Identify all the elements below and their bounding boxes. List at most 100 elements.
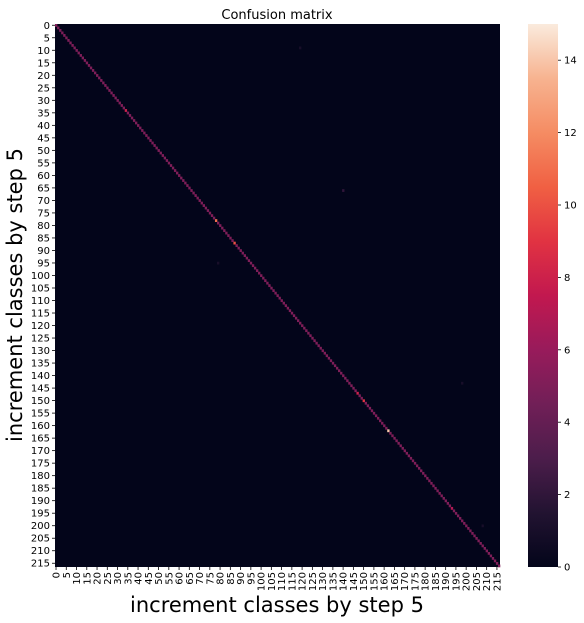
y-tick-label: 45 [37, 133, 50, 144]
diagonal-cell [471, 531, 474, 535]
diagonal-cell [442, 496, 445, 500]
diagonal-cell [397, 441, 400, 445]
diagonal-cell [262, 276, 265, 280]
diagonal-cell [389, 431, 392, 435]
diagonal-cell [268, 284, 271, 288]
heatmap-cells [55, 24, 501, 568]
diagonal-cell [387, 429, 390, 433]
diagonal-cell [403, 449, 406, 453]
y-tick-label: 10 [37, 46, 50, 57]
x-tick-label: 55 [164, 572, 175, 585]
diagonal-cell [247, 259, 251, 263]
diagonal-cell [184, 181, 187, 185]
colorbar-ticks: 0 2 4 6 8 10 12 14 [558, 56, 577, 574]
diagonal-cell [200, 201, 203, 205]
colorbar-tick-label: 14 [564, 56, 577, 67]
diagonal-cell [116, 99, 119, 102]
x-tick-label: 80 [216, 572, 227, 585]
diagonal-cell [454, 511, 458, 515]
heatmap [55, 24, 501, 568]
diagonal-cell [479, 541, 482, 545]
diagonal-cell [333, 364, 337, 368]
diagonal-cell [483, 546, 486, 550]
x-tick-label: 125 [308, 572, 319, 591]
diagonal-cell [253, 266, 257, 270]
diagonal-cell [124, 109, 128, 112]
x-tick-label: 65 [185, 572, 196, 585]
diagonal-cell [98, 76, 101, 80]
diagonal-cell [208, 211, 212, 215]
diagonal-cell [134, 121, 138, 125]
diagonal-cell [149, 139, 152, 142]
diagonal-cell [188, 186, 191, 190]
diagonal-cell [491, 556, 495, 560]
diagonal-cell [130, 116, 134, 120]
diagonal-cell [175, 171, 179, 175]
y-tick-label: 35 [37, 108, 50, 119]
diagonal-cell [243, 254, 247, 258]
diagonal-cell [319, 346, 322, 350]
diagonal-cell [93, 71, 97, 75]
diagonal-cell [272, 289, 275, 293]
diagonal-cell [57, 26, 60, 30]
y-tick-label: 20 [37, 71, 50, 82]
diagonal-cell [346, 379, 349, 383]
diagonal-cell [258, 271, 261, 275]
x-tick-label: 120 [298, 572, 309, 591]
x-tick-label: 200 [462, 572, 473, 591]
y-tick-label: 100 [31, 271, 50, 282]
diagonal-cell [438, 491, 441, 495]
y-tick-label: 180 [31, 471, 50, 482]
diagonal-cell [67, 39, 70, 42]
diagonal-cell [190, 189, 193, 192]
diagonal-cell [85, 61, 89, 65]
diagonal-cell [178, 174, 181, 177]
diagonal-cell [424, 474, 427, 478]
x-tick-label: 170 [400, 572, 411, 591]
diagonal-cell [448, 504, 452, 508]
y-tick-label: 30 [37, 96, 50, 107]
diagonal-cell [385, 426, 388, 430]
diagonal-cell [71, 44, 74, 47]
x-tick-label: 60 [175, 572, 186, 585]
diagonal-cell [381, 421, 384, 425]
x-tick-label: 115 [287, 572, 298, 591]
diagonal-cell [147, 136, 150, 140]
diagonal-cell [329, 359, 333, 363]
y-tick-label: 25 [37, 83, 50, 94]
y-tick-label: 165 [31, 434, 50, 445]
colorbar-gradient [528, 24, 558, 567]
colorbar-tick-label: 10 [564, 201, 577, 212]
diagonal-cell [444, 499, 447, 503]
diagonal-cell [212, 216, 216, 220]
diagonal-cell [335, 366, 339, 370]
y-tick-label: 135 [31, 359, 50, 370]
y-tick-label: 50 [37, 146, 50, 157]
y-tick-label: 210 [31, 546, 50, 557]
diagonal-cell [475, 536, 478, 540]
diagonal-cell [173, 169, 177, 172]
diagonal-cell [309, 334, 312, 338]
y-axis-label: increment classes by step 5 [3, 148, 27, 442]
diagonal-cell [233, 241, 236, 245]
off-diagonal-cell [481, 524, 484, 528]
diagonal-cell [301, 324, 304, 328]
diagonal-cell [434, 486, 437, 490]
diagonal-cell [102, 81, 105, 85]
diagonal-cell [219, 224, 222, 227]
y-tick-label: 105 [31, 283, 50, 294]
y-tick-label: 215 [31, 559, 50, 570]
diagonal-cell [141, 129, 144, 132]
diagonal-cell [296, 319, 300, 323]
y-tick-label: 0 [44, 21, 50, 32]
x-axis-label: increment classes by step 5 [130, 593, 424, 617]
diagonal-cell [292, 314, 296, 318]
diagonal-cell [311, 336, 314, 340]
diagonal-cell [323, 351, 326, 355]
diagonal-cell [251, 264, 255, 268]
diagonal-cell [55, 24, 58, 27]
x-tick-label: 135 [328, 572, 339, 591]
diagonal-cell [153, 144, 156, 147]
diagonal-cell [198, 199, 201, 202]
